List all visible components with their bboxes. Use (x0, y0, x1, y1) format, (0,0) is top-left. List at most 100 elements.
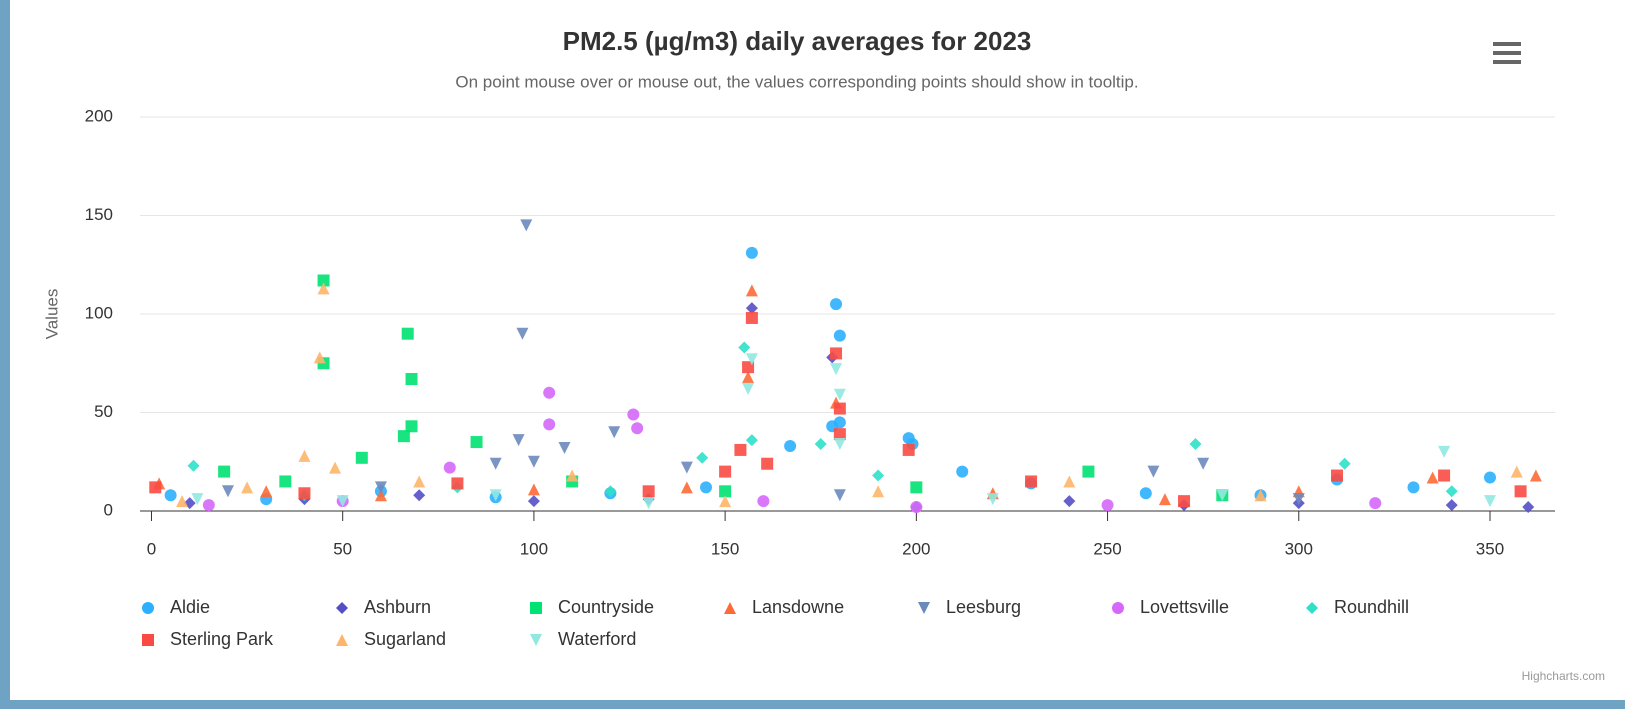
y-axis-label: Values (42, 289, 61, 340)
point (543, 386, 556, 399)
point (1331, 469, 1344, 482)
x-tick-label: 0 (147, 539, 156, 558)
legend-symbol (1112, 602, 1124, 614)
point (317, 274, 330, 287)
point (742, 382, 755, 395)
legend-symbol (336, 634, 348, 646)
point (1158, 493, 1171, 506)
legend-symbol (530, 634, 542, 646)
menu-bar (1493, 51, 1521, 55)
y-tick-label: 0 (104, 500, 113, 519)
point (221, 485, 234, 498)
point (833, 402, 846, 415)
point (745, 284, 758, 297)
point (745, 246, 758, 259)
point (470, 436, 483, 449)
point (833, 416, 846, 429)
point (374, 481, 387, 494)
point (329, 461, 342, 474)
series (187, 341, 1458, 502)
point (405, 373, 418, 386)
point (719, 465, 732, 478)
point (413, 475, 426, 488)
series (176, 282, 1523, 508)
legend-label: Sterling Park (170, 629, 274, 649)
x-tick-label: 150 (711, 539, 739, 558)
point (719, 495, 732, 508)
series (149, 311, 1527, 508)
point (527, 495, 540, 508)
legend-item[interactable]: Ashburn (336, 597, 431, 617)
point (627, 408, 640, 421)
point (405, 420, 418, 433)
point (1082, 465, 1095, 478)
point (642, 485, 655, 498)
point (260, 485, 273, 498)
point (1197, 457, 1210, 470)
point (814, 438, 827, 451)
legend-item[interactable]: Lovettsville (1112, 597, 1229, 617)
legend-item[interactable]: Roundhill (1306, 597, 1409, 617)
legend-label: Lansdowne (752, 597, 844, 617)
point (1510, 465, 1523, 478)
y-tick-label: 50 (94, 402, 113, 421)
point (187, 459, 200, 472)
legend-item[interactable]: Leesburg (918, 597, 1021, 617)
point (784, 439, 797, 452)
legend-item[interactable]: Sterling Park (142, 629, 274, 649)
point (830, 298, 843, 311)
legend-item[interactable]: Countryside (530, 597, 654, 617)
point (558, 441, 571, 454)
point (355, 451, 368, 464)
point (833, 438, 846, 451)
point (313, 351, 326, 364)
chart-subtitle: On point mouse over or mouse out, the va… (455, 72, 1138, 91)
point (413, 489, 426, 502)
point (527, 483, 540, 496)
point (336, 495, 349, 508)
series (191, 353, 1496, 510)
point (986, 493, 999, 506)
point (1445, 485, 1458, 498)
point (1522, 501, 1535, 514)
menu-bar (1493, 60, 1521, 64)
point (279, 475, 292, 488)
x-tick-label: 300 (1285, 539, 1313, 558)
point (401, 327, 414, 340)
point (516, 327, 529, 340)
point (742, 361, 755, 374)
y-tick-label: 100 (85, 303, 113, 322)
point (543, 418, 556, 431)
point (1063, 495, 1076, 508)
x-tick-label: 350 (1476, 539, 1504, 558)
point (164, 489, 177, 502)
point (604, 485, 617, 498)
legend-item[interactable]: Waterford (530, 629, 636, 649)
point (1438, 445, 1451, 458)
point (1292, 493, 1305, 506)
legend-item[interactable]: Aldie (142, 597, 210, 617)
legend-label: Lovettsville (1140, 597, 1229, 617)
point (1139, 487, 1152, 500)
point (374, 489, 387, 502)
point (830, 347, 843, 360)
point (1216, 489, 1229, 502)
point (833, 388, 846, 401)
legend-item[interactable]: Lansdowne (724, 597, 844, 617)
point (642, 497, 655, 510)
point (742, 371, 755, 384)
legend-label: Ashburn (364, 597, 431, 617)
point (956, 465, 969, 478)
point (608, 426, 621, 439)
legend-item[interactable]: Sugarland (336, 629, 446, 649)
point (397, 430, 410, 443)
point (443, 461, 456, 474)
point (1338, 457, 1351, 470)
point (1025, 475, 1038, 488)
menu-button[interactable] (1493, 42, 1521, 64)
point (1189, 438, 1202, 451)
point (1445, 499, 1458, 512)
point (734, 443, 747, 456)
point (745, 353, 758, 366)
point (1483, 495, 1496, 508)
